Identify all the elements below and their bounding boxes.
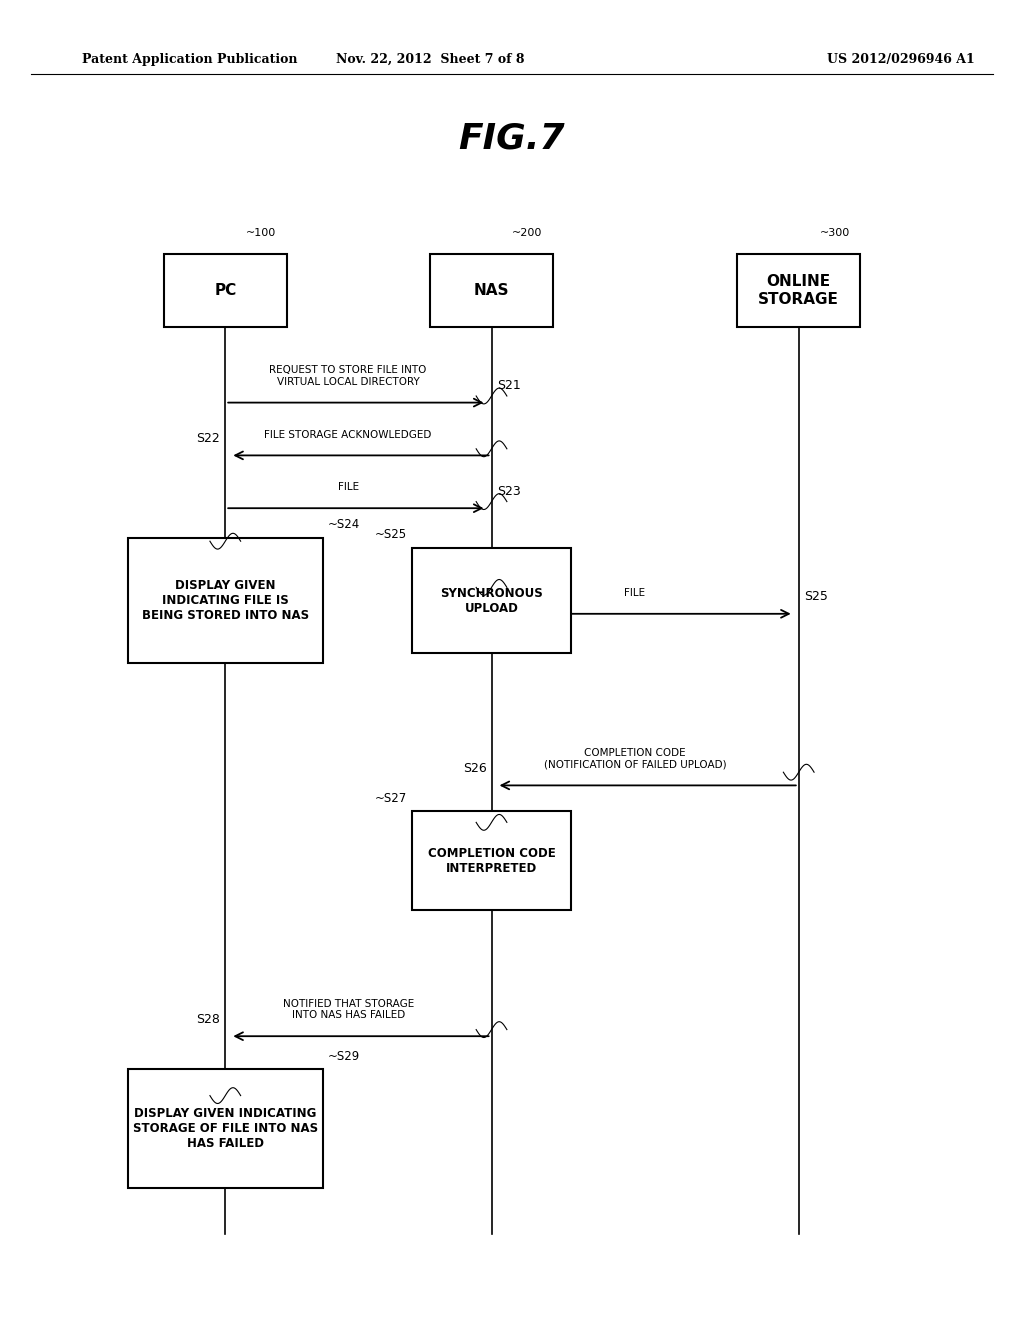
Text: FILE STORAGE ACKNOWLEDGED: FILE STORAGE ACKNOWLEDGED [264,429,432,440]
Text: S25: S25 [804,590,827,603]
Text: ONLINE
STORAGE: ONLINE STORAGE [759,275,839,306]
FancyBboxPatch shape [128,539,323,663]
FancyBboxPatch shape [128,1069,323,1188]
Text: S26: S26 [463,762,486,775]
Text: US 2012/0296946 A1: US 2012/0296946 A1 [827,53,975,66]
Text: REQUEST TO STORE FILE INTO
VIRTUAL LOCAL DIRECTORY: REQUEST TO STORE FILE INTO VIRTUAL LOCAL… [269,366,427,387]
Text: ~300: ~300 [819,228,850,238]
Text: NOTIFIED THAT STORAGE
INTO NAS HAS FAILED: NOTIFIED THAT STORAGE INTO NAS HAS FAILE… [283,999,414,1020]
Text: DISPLAY GIVEN INDICATING
STORAGE OF FILE INTO NAS
HAS FAILED: DISPLAY GIVEN INDICATING STORAGE OF FILE… [133,1107,317,1150]
FancyBboxPatch shape [737,253,860,326]
Text: FIG.7: FIG.7 [459,121,565,156]
FancyBboxPatch shape [412,810,571,911]
Text: SYNCHRONOUS
UPLOAD: SYNCHRONOUS UPLOAD [440,586,543,615]
Text: Nov. 22, 2012  Sheet 7 of 8: Nov. 22, 2012 Sheet 7 of 8 [336,53,524,66]
Text: S23: S23 [497,484,520,498]
Text: ~100: ~100 [246,228,276,238]
Text: S28: S28 [197,1012,220,1026]
Text: ~S27: ~S27 [375,792,407,804]
FancyBboxPatch shape [412,548,571,653]
Text: PC: PC [214,282,237,298]
Text: FILE: FILE [338,482,358,492]
FancyBboxPatch shape [430,253,553,326]
Text: ~S25: ~S25 [375,528,407,541]
Text: COMPLETION CODE
INTERPRETED: COMPLETION CODE INTERPRETED [428,846,555,875]
Text: ~S29: ~S29 [328,1049,359,1063]
Text: COMPLETION CODE
(NOTIFICATION OF FAILED UPLOAD): COMPLETION CODE (NOTIFICATION OF FAILED … [544,748,726,770]
Text: Patent Application Publication: Patent Application Publication [82,53,297,66]
Text: DISPLAY GIVEN
INDICATING FILE IS
BEING STORED INTO NAS: DISPLAY GIVEN INDICATING FILE IS BEING S… [141,579,309,622]
Text: FILE: FILE [625,587,645,598]
Text: ~S24: ~S24 [328,519,359,531]
Text: ~200: ~200 [512,228,543,238]
Text: S22: S22 [197,432,220,445]
Text: NAS: NAS [474,282,509,298]
Text: S21: S21 [497,379,520,392]
FancyBboxPatch shape [164,253,287,326]
